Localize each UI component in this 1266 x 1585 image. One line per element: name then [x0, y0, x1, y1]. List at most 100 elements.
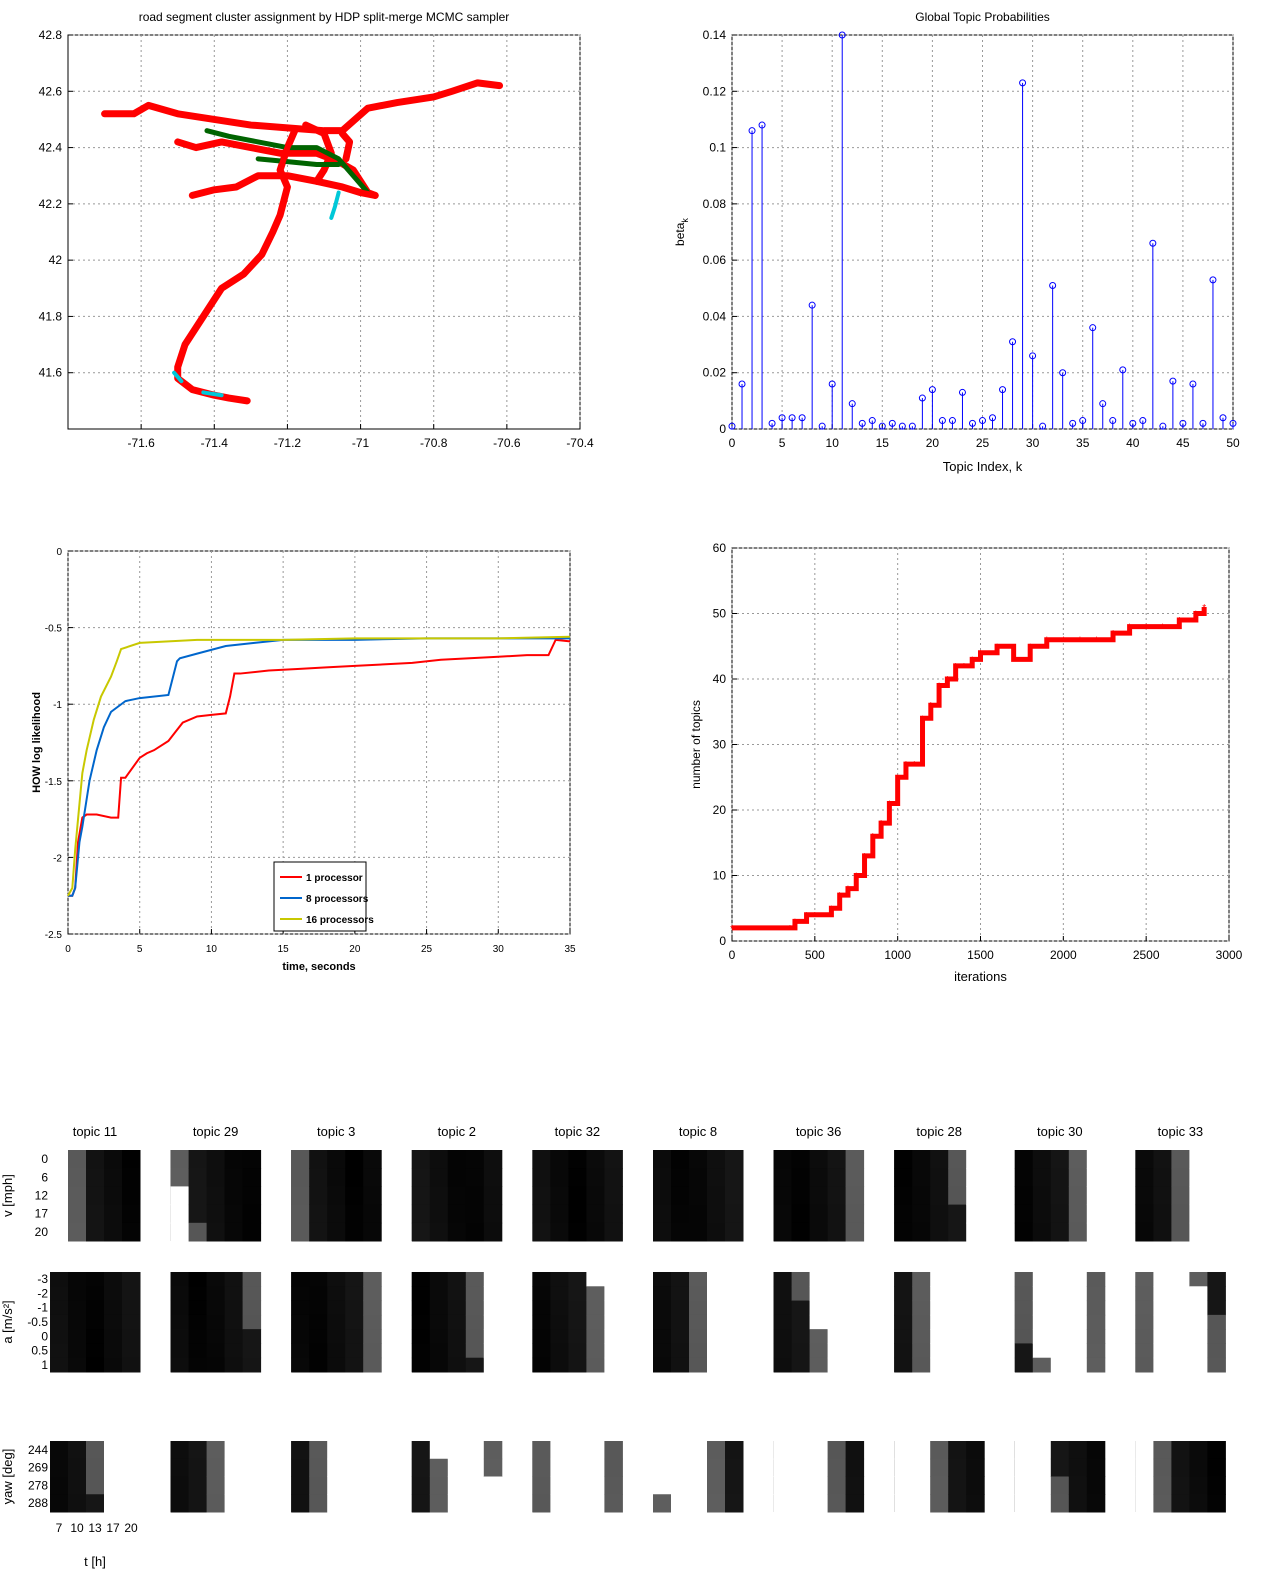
- heatmap-cell: [1068, 1343, 1088, 1359]
- heatmap-cell: [707, 1186, 726, 1206]
- heatmap-cell: [653, 1222, 672, 1242]
- heatmap-cell: [1153, 1458, 1172, 1477]
- heatmap-cell: [912, 1314, 931, 1330]
- heatmap-cell: [345, 1494, 364, 1513]
- heatmap-cell: [550, 1168, 569, 1187]
- heatmap-cell: [291, 1329, 310, 1344]
- heatmap-cell: [483, 1494, 503, 1513]
- heatmap-cell: [671, 1314, 690, 1330]
- heatmap-cell: [104, 1272, 123, 1287]
- heatmap-cell: [1050, 1476, 1070, 1495]
- heatmap-cell: [309, 1272, 328, 1287]
- heatmap-cell: [707, 1314, 726, 1330]
- heatmap-cell: [327, 1476, 346, 1495]
- heatmap-cell: [50, 1329, 69, 1344]
- heatmap-cell: [912, 1357, 931, 1373]
- heatmap-cell: [1086, 1204, 1106, 1224]
- heatmap-cell: [707, 1357, 726, 1373]
- heatmap-cell: [948, 1476, 967, 1495]
- heatmap-cell: [532, 1150, 551, 1169]
- heatmap-cell: [291, 1300, 310, 1316]
- heatmap-cell: [1068, 1150, 1088, 1169]
- route-green: [204, 128, 371, 196]
- heatmap-cell: [671, 1150, 690, 1169]
- map-ytick-label: 41.8: [39, 309, 63, 323]
- heatmap-cell: [671, 1286, 690, 1302]
- heatmap-cell: [242, 1204, 262, 1224]
- heatmap-cell: [1171, 1150, 1190, 1169]
- heatmap-cell: [671, 1300, 690, 1316]
- heatmap-cell: [532, 1168, 551, 1187]
- heatmap-cell: [725, 1300, 744, 1316]
- nt-marker: *: [730, 924, 734, 935]
- heatmap-cell: [1068, 1168, 1088, 1187]
- map-ytick-label: 42.8: [39, 28, 63, 42]
- topic-heatmap: [1014, 1441, 1106, 1513]
- heatmap-cell: [327, 1186, 346, 1206]
- heatmap-cell: [291, 1494, 310, 1513]
- heatmap-cell: [1207, 1150, 1226, 1169]
- heatmap-cell: [242, 1476, 262, 1495]
- stem-xtick-label: 40: [1126, 436, 1140, 450]
- stem-marker: [1039, 422, 1047, 430]
- ll-xtick-label: 5: [137, 944, 143, 955]
- row-label: yaw [deg]: [0, 1449, 15, 1505]
- heatmap-cell: [1032, 1458, 1052, 1477]
- heatmap-cell: [948, 1272, 967, 1287]
- heatmap-cell: [845, 1494, 865, 1513]
- heatmap-cell: [1068, 1286, 1088, 1302]
- heatmap-cell: [912, 1494, 931, 1513]
- heatmap-cell: [483, 1300, 503, 1316]
- heatmap-cell: [845, 1222, 865, 1242]
- heatmap-cell: [773, 1494, 793, 1513]
- heatmap-cell: [447, 1168, 467, 1187]
- heatmap-cell: [1171, 1300, 1190, 1316]
- route-cyan: [329, 190, 341, 220]
- heatmap-cell: [363, 1272, 382, 1287]
- heatmap-cell: [809, 1204, 829, 1224]
- heatmap-cell: [1171, 1204, 1190, 1224]
- heatmap-cell: [483, 1186, 503, 1206]
- heatmap-cell: [1153, 1186, 1172, 1206]
- heatmap-cell: [1171, 1441, 1190, 1460]
- heatmap-cell: [604, 1272, 623, 1287]
- heatmap-cell: [327, 1458, 346, 1477]
- heatmap-cell: [707, 1458, 726, 1477]
- row-tick-label: 20: [35, 1225, 49, 1239]
- heatmap-cell: [327, 1314, 346, 1330]
- heatmap-cell: [1153, 1222, 1172, 1242]
- ll-ytick-label: 0: [56, 547, 62, 558]
- topic-heatmap: [532, 1272, 623, 1373]
- heatmap-cell: [429, 1300, 449, 1316]
- heatmap-cell: [327, 1150, 346, 1169]
- heatmap-cell: [827, 1272, 847, 1287]
- heatmap-cell: [1189, 1204, 1208, 1224]
- heatmap-cell: [912, 1150, 931, 1169]
- heatmap-cell: [122, 1204, 141, 1224]
- topic-heatmap: [894, 1150, 985, 1242]
- heatmap-cell: [845, 1168, 865, 1187]
- heatmap-cell: [170, 1458, 190, 1477]
- heatmap-cell: [224, 1186, 244, 1206]
- heatmap-cell: [447, 1222, 467, 1242]
- heatmap-cell: [827, 1441, 847, 1460]
- heatmap-cell: [550, 1329, 569, 1344]
- stem-marker: [788, 414, 796, 422]
- heatmap-cell: [845, 1204, 865, 1224]
- heatmap-cell: [309, 1329, 328, 1344]
- stem-marker: [948, 417, 956, 425]
- heatmap-cell: [809, 1272, 829, 1287]
- heatmap-cell: [948, 1329, 967, 1344]
- heatmap-cell: [206, 1300, 226, 1316]
- stem-marker: [1089, 324, 1097, 332]
- heatmap-cell: [894, 1286, 913, 1302]
- heatmap-cell: [206, 1476, 226, 1495]
- stem-marker: [1199, 419, 1207, 427]
- heatmap-cell: [122, 1150, 141, 1169]
- nt-ytick-label: 50: [713, 607, 727, 621]
- stem-ytick-label: 0.06: [703, 253, 727, 267]
- heatmap-cell: [1189, 1458, 1208, 1477]
- heatmap-cell: [653, 1357, 672, 1373]
- heatmap-cell: [653, 1186, 672, 1206]
- map-ytick-label: 42.6: [39, 84, 63, 98]
